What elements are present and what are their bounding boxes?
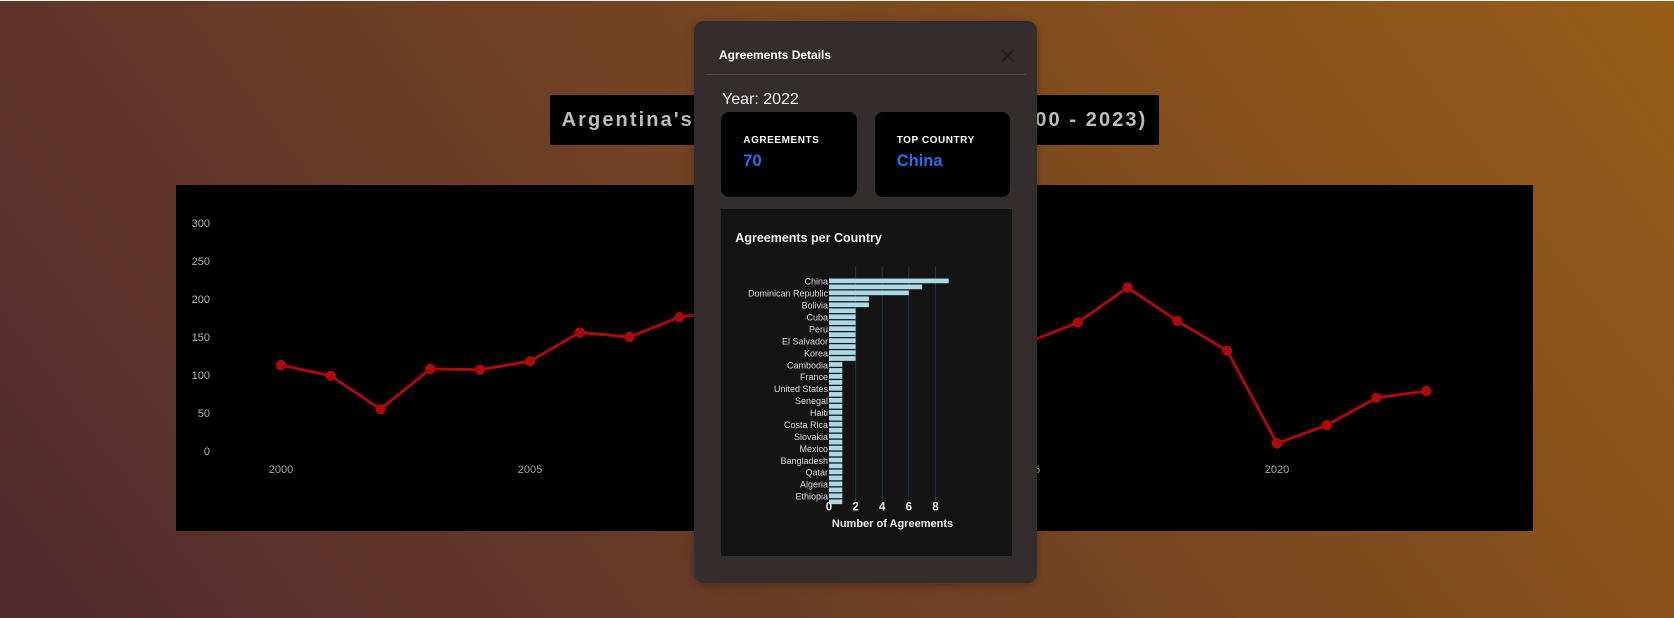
svg-text:Peru: Peru [809, 325, 828, 335]
svg-text:2005: 2005 [518, 464, 542, 476]
svg-text:Algeria: Algeria [800, 480, 828, 490]
svg-text:Bangladesh: Bangladesh [780, 456, 828, 466]
svg-text:Cambodia: Cambodia [787, 360, 828, 370]
svg-text:2020: 2020 [1265, 464, 1289, 476]
svg-text:8: 8 [932, 501, 939, 513]
svg-text:2000: 2000 [269, 464, 293, 476]
svg-text:Ethiopia: Ethiopia [795, 492, 828, 502]
svg-text:Slovakia: Slovakia [794, 432, 828, 442]
svg-text:2: 2 [852, 501, 858, 513]
svg-text:El Salvador: El Salvador [782, 336, 828, 346]
svg-text:250: 250 [192, 255, 210, 267]
svg-text:Bolivia: Bolivia [801, 301, 828, 311]
svg-text:0: 0 [204, 445, 210, 457]
svg-text:France: France [800, 372, 828, 382]
svg-text:50: 50 [198, 407, 210, 419]
svg-text:150: 150 [192, 331, 210, 343]
svg-text:Qatar: Qatar [805, 468, 828, 478]
svg-text:Cuba: Cuba [806, 313, 828, 323]
svg-text:Senegal: Senegal [795, 396, 828, 406]
svg-text:4: 4 [879, 501, 886, 513]
svg-text:200: 200 [192, 293, 210, 305]
svg-text:Mexico: Mexico [799, 444, 828, 454]
svg-text:0: 0 [826, 501, 832, 513]
svg-text:100: 100 [192, 369, 210, 381]
svg-text:300: 300 [192, 217, 210, 229]
svg-text:United States: United States [774, 384, 829, 394]
svg-text:Dominican Republic: Dominican Republic [748, 289, 829, 299]
svg-text:China: China [804, 277, 828, 287]
svg-text:Haiti: Haiti [810, 408, 828, 418]
svg-text:6: 6 [906, 501, 912, 513]
svg-text:Number of Agreements: Number of Agreements [832, 518, 953, 530]
svg-text:Costa Rica: Costa Rica [784, 420, 828, 430]
svg-text:Korea: Korea [804, 348, 828, 358]
